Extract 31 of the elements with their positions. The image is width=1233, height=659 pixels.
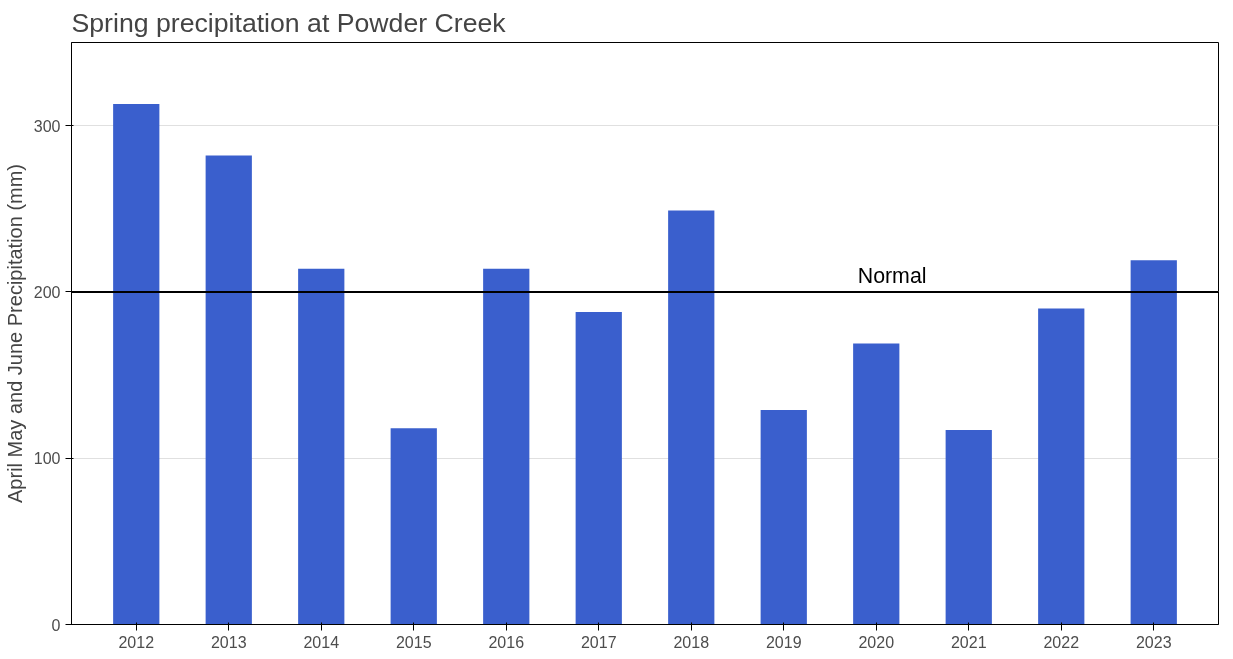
bar [483, 268, 530, 625]
bar [668, 210, 715, 625]
ref-line-label: Normal [857, 263, 927, 288]
y-tick-label: 300 [33, 117, 61, 135]
bar [760, 409, 807, 625]
chart-title: Spring precipitation at Powder Creek [71, 7, 507, 38]
x-tick-label: 2014 [303, 633, 340, 651]
x-tick-label: 2018 [673, 633, 710, 651]
bar [205, 155, 252, 625]
y-axis-title: April May and June Precipitation (mm) [3, 163, 26, 504]
x-tick-label: 2019 [765, 633, 802, 651]
bar [390, 428, 437, 625]
x-tick-label: 2012 [118, 633, 155, 651]
x-tick-label: 2020 [858, 633, 895, 651]
y-tick-label: 100 [33, 450, 61, 468]
x-tick-label: 2022 [1043, 633, 1080, 651]
bar [853, 343, 900, 625]
bar [945, 429, 992, 625]
x-tick-label: 2013 [210, 633, 247, 651]
x-tick-label: 2023 [1135, 633, 1172, 651]
x-tick-label: 2016 [488, 633, 525, 651]
bar [1038, 308, 1085, 625]
bar [298, 268, 345, 625]
bar [113, 104, 160, 625]
y-tick-label: 0 [51, 616, 61, 634]
bar [575, 311, 622, 625]
x-tick-label: 2021 [950, 633, 987, 651]
bar [1130, 260, 1177, 625]
x-tick-label: 2015 [395, 633, 432, 651]
y-tick-label: 200 [33, 283, 61, 301]
x-tick-label: 2017 [580, 633, 617, 651]
